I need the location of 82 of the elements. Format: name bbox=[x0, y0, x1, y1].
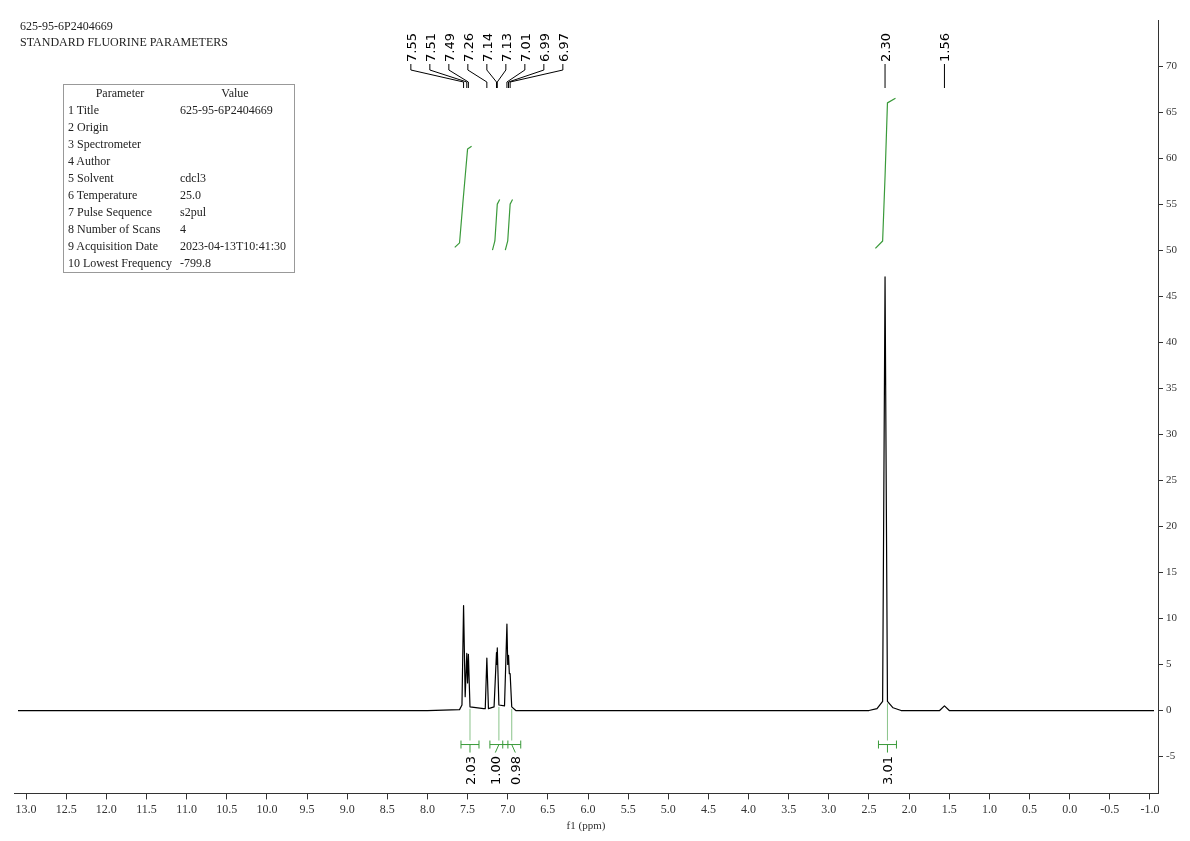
y-tick-label: 20 bbox=[1166, 519, 1178, 532]
annotation: 1 Title bbox=[68, 103, 100, 117]
y-tick-label: 0 bbox=[1166, 703, 1172, 716]
x-tick-label: 3.0 bbox=[821, 801, 837, 816]
annotation: 7.51 bbox=[422, 33, 438, 62]
annotation: 1.56 bbox=[937, 33, 953, 62]
y-tick-label: 55 bbox=[1166, 197, 1178, 210]
x-tick-label: 0.0 bbox=[1062, 801, 1078, 816]
y-tick-label: 70 bbox=[1166, 58, 1178, 71]
annotation: 6.99 bbox=[536, 33, 552, 62]
y-tick-label: 40 bbox=[1166, 335, 1178, 348]
x-tick-label: 3.5 bbox=[781, 801, 797, 816]
x-tick-label: 5.0 bbox=[660, 801, 676, 816]
annotation: 2023-04-13T10:41:30 bbox=[179, 239, 286, 253]
x-tick-label: 9.5 bbox=[299, 801, 315, 816]
annotation: cdcl3 bbox=[179, 171, 206, 185]
x-tick-label: 6.5 bbox=[540, 801, 556, 816]
x-tick-label: 7.0 bbox=[500, 801, 516, 816]
annotation: 25.0 bbox=[179, 188, 201, 202]
chart-title: 625-95-6P2404669 bbox=[20, 18, 114, 34]
y-tick-label: 60 bbox=[1166, 151, 1178, 163]
y-tick-label: 10 bbox=[1166, 611, 1178, 624]
annotation: 5 Solvent bbox=[68, 171, 114, 185]
annotation: 7.01 bbox=[517, 33, 533, 62]
x-tick-label: 9.0 bbox=[339, 801, 355, 816]
x-tick-label: 10.5 bbox=[216, 801, 238, 816]
annotation: Parameter bbox=[95, 86, 145, 100]
annotation: 2.03 bbox=[462, 756, 478, 786]
annotation: 7.13 bbox=[498, 33, 514, 62]
x-tick-label: 8.5 bbox=[379, 801, 395, 816]
y-tick-label: 35 bbox=[1166, 381, 1178, 394]
x-tick-label: 2.0 bbox=[901, 801, 917, 816]
y-tick-label: 15 bbox=[1166, 565, 1178, 578]
annotation: 7 Pulse Sequence bbox=[68, 205, 152, 219]
x-tick-label: 1.0 bbox=[981, 801, 997, 816]
x-tick-label: 10.0 bbox=[256, 801, 278, 816]
x-tick-label: 1.5 bbox=[941, 801, 957, 816]
y-tick-label: -5 bbox=[1166, 749, 1176, 762]
text: STANDARD FLUORINE PARAMETERS bbox=[20, 34, 228, 50]
annotation: 10 Lowest Frequency bbox=[68, 256, 172, 270]
x-tick-label: -1.0 bbox=[1140, 801, 1160, 816]
x-tick-label: 4.0 bbox=[741, 801, 757, 816]
x-tick-label: -0.5 bbox=[1100, 801, 1120, 816]
annotation: 0.98 bbox=[508, 756, 524, 786]
x-tick-label: 7.5 bbox=[460, 801, 476, 816]
x-tick-label: 5.5 bbox=[620, 801, 636, 816]
y-tick-label: 30 bbox=[1166, 427, 1178, 440]
y-tick-label: 25 bbox=[1166, 473, 1178, 486]
annotation: s2pul bbox=[179, 205, 206, 219]
y-tick-label: 5 bbox=[1166, 657, 1172, 670]
annotation: 6.97 bbox=[555, 33, 571, 62]
annotation: 6 Temperature bbox=[68, 188, 138, 202]
annotation: 4 Author bbox=[68, 154, 111, 168]
annotation: 3 Spectrometer bbox=[68, 137, 141, 151]
annotation: 7.55 bbox=[403, 33, 419, 62]
x-tick-label: 12.5 bbox=[55, 801, 77, 816]
annotation: 4 bbox=[179, 222, 186, 236]
annotation: 7.26 bbox=[460, 33, 476, 62]
annotation: 9 Acquisition Date bbox=[68, 239, 158, 253]
annotation: 8 Number of Scans bbox=[68, 222, 161, 236]
annotation: 1.00 bbox=[488, 756, 504, 786]
y-tick-label: 65 bbox=[1166, 104, 1178, 117]
x-tick-label: 8.0 bbox=[419, 801, 435, 816]
x-tick-label: 0.5 bbox=[1022, 801, 1038, 816]
y-tick-label: 50 bbox=[1166, 243, 1178, 256]
x-tick-label: 2.5 bbox=[861, 801, 877, 816]
x-tick-label: 11.0 bbox=[176, 801, 197, 816]
y-tick-label: 45 bbox=[1166, 289, 1178, 302]
x-tick-label: 4.5 bbox=[700, 801, 716, 816]
annotation: Value bbox=[221, 86, 249, 100]
x-tick-label: 12.0 bbox=[95, 801, 117, 816]
annotation: 2.30 bbox=[878, 33, 894, 62]
x-axis-title: f1 (ppm) bbox=[566, 819, 606, 833]
x-tick-label: 13.0 bbox=[15, 801, 37, 816]
annotation: 7.49 bbox=[441, 33, 457, 62]
annotation: 7.14 bbox=[479, 33, 495, 62]
x-tick-label: 11.5 bbox=[136, 801, 157, 816]
annotation: 2 Origin bbox=[68, 120, 109, 134]
annotation: 3.01 bbox=[880, 756, 896, 786]
annotation: -799.8 bbox=[179, 256, 211, 270]
x-tick-label: 6.0 bbox=[580, 801, 596, 816]
annotation: 625-95-6P2404669 bbox=[179, 103, 273, 117]
